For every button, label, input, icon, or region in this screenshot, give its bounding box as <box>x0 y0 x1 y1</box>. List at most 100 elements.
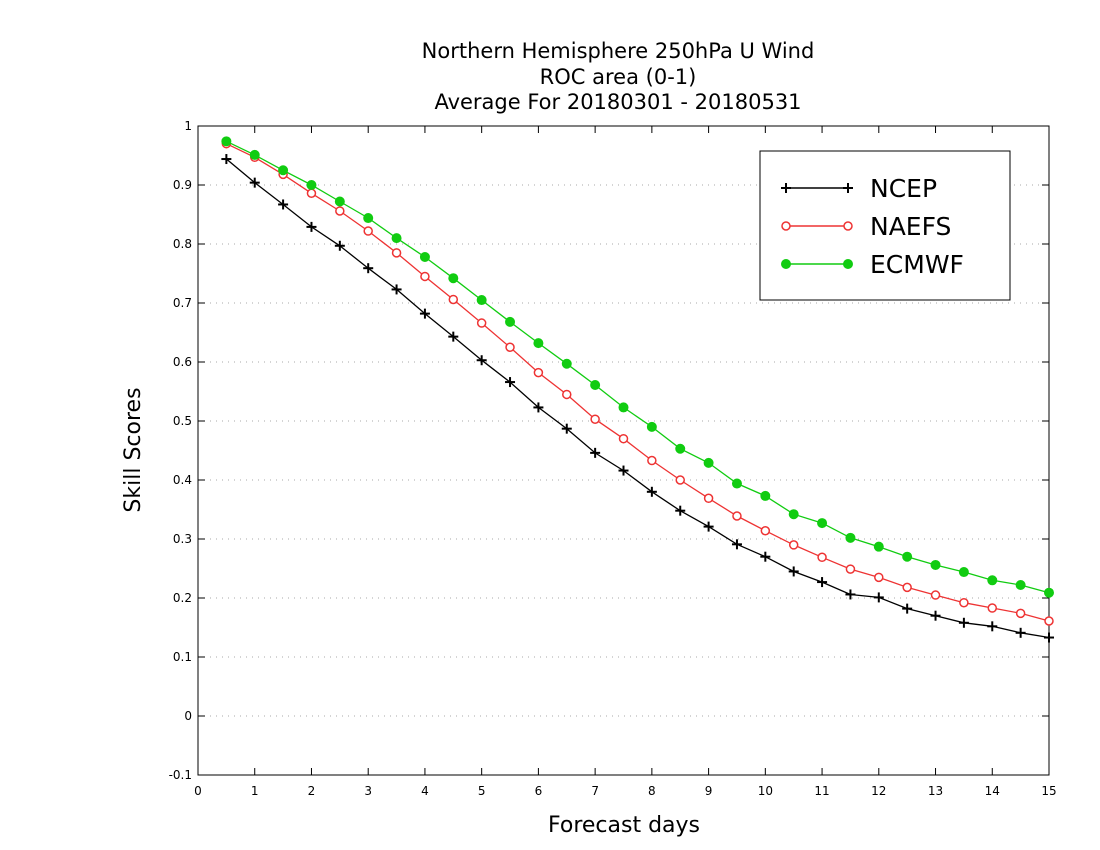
data-point-ncep <box>505 377 516 388</box>
data-point-naefs <box>647 455 657 466</box>
data-point-naefs <box>590 414 600 424</box>
data-point-naefs <box>363 226 373 236</box>
data-point-naefs <box>476 318 487 328</box>
data-point-ecmwf <box>306 180 317 190</box>
data-point-ncep <box>873 592 884 603</box>
data-point-ecmwf <box>788 509 799 520</box>
data-point-ncep <box>334 240 345 251</box>
data-point-ncep <box>675 505 686 516</box>
data-point-ecmwf <box>1044 587 1054 598</box>
y-tick-label: 0.2 <box>173 591 192 605</box>
data-point-naefs <box>788 540 799 550</box>
x-tick-label: 2 <box>308 784 316 798</box>
data-point-ncep <box>731 539 742 550</box>
data-point-ncep <box>590 447 601 458</box>
data-point-naefs <box>874 572 884 583</box>
data-point-ecmwf <box>278 165 289 176</box>
data-point-ncep <box>533 402 544 413</box>
data-point-ecmwf <box>987 575 998 586</box>
data-point-ncep <box>1044 632 1054 643</box>
data-point-ncep <box>1015 627 1026 638</box>
legend: NCEP NAEFS ECMWF <box>759 150 1011 301</box>
data-point-ncep <box>448 331 459 342</box>
data-point-ncep <box>845 589 856 600</box>
data-point-naefs <box>448 294 459 305</box>
series-line-ncep <box>225 158 1050 639</box>
data-point-ecmwf <box>845 532 856 543</box>
data-point-ncep <box>363 263 374 274</box>
data-point-ncep <box>958 617 969 628</box>
data-point-naefs <box>335 206 345 216</box>
data-point-ncep <box>249 177 260 188</box>
data-point-ecmwf <box>958 567 969 578</box>
data-point-ecmwf <box>1015 580 1026 591</box>
data-point-naefs <box>391 248 402 258</box>
data-point-ecmwf <box>476 295 487 306</box>
y-tick-label: 0.6 <box>173 355 192 369</box>
legend-label-naefs: NAEFS <box>870 212 951 241</box>
y-tick-label: 0.8 <box>173 237 192 251</box>
data-point-ncep <box>476 355 487 366</box>
y-tick-label: 0.9 <box>173 178 192 192</box>
legend-item-naefs: NAEFS <box>781 212 951 241</box>
data-point-naefs <box>1015 608 1026 619</box>
data-point-ecmwf <box>902 551 913 562</box>
data-point-ncep <box>703 521 714 532</box>
data-point-ncep <box>391 284 402 295</box>
data-point-naefs <box>1044 616 1054 626</box>
legend-marker-end <box>843 221 853 231</box>
data-point-naefs <box>817 552 827 563</box>
data-point-ncep <box>788 566 799 577</box>
data-point-ncep <box>760 551 771 562</box>
x-tick-label: 10 <box>758 784 773 798</box>
legend-marker-end <box>843 259 853 269</box>
data-point-naefs <box>930 590 941 600</box>
x-tick-label: 0 <box>194 784 202 798</box>
x-tick-label: 7 <box>591 784 599 798</box>
legend-marker-start <box>781 221 791 231</box>
data-point-ecmwf <box>618 402 629 413</box>
data-point-ecmwf <box>731 478 742 489</box>
axes: -0.100.10.20.30.40.50.60.70.80.910 1 2 3 4 5 6… <box>169 119 1057 798</box>
data-point-ecmwf <box>646 421 657 432</box>
y-tick-label: -0.1 <box>169 768 192 782</box>
legend-marker-start <box>781 183 791 193</box>
data-point-ncep <box>646 486 657 497</box>
data-point-naefs <box>618 433 629 444</box>
data-point-ecmwf <box>419 251 430 262</box>
data-point-ecmwf <box>505 316 516 327</box>
y-tick-label: 0.5 <box>173 414 192 428</box>
x-tick-label: 12 <box>871 784 886 798</box>
data-point-naefs <box>505 342 515 352</box>
y-tick-label: 1 <box>184 119 192 133</box>
x-tick-label: 13 <box>928 784 943 798</box>
data-point-ncep <box>221 154 232 165</box>
data-point-ecmwf <box>675 443 686 454</box>
legend-item-ecmwf: ECMWF <box>781 250 964 279</box>
y-axis-title: Skill Scores <box>121 387 146 512</box>
data-point-ncep <box>419 308 430 319</box>
data-point-ecmwf <box>249 149 260 160</box>
data-point-naefs <box>562 389 572 400</box>
data-point-ecmwf <box>448 273 459 284</box>
data-point-naefs <box>420 271 430 282</box>
data-point-ecmwf <box>817 518 828 529</box>
x-axis-title: Forecast days <box>548 813 700 838</box>
x-tick-label: 6 <box>535 784 543 798</box>
data-point-naefs <box>533 367 544 378</box>
plot-frame <box>197 125 1050 776</box>
data-point-ecmwf <box>873 541 884 552</box>
data-point-ncep <box>930 610 941 621</box>
legend-label-ncep: NCEP <box>870 174 937 203</box>
x-tick-label: 1 <box>251 784 259 798</box>
x-tick-label: 4 <box>421 784 429 798</box>
data-point-naefs <box>306 188 317 199</box>
x-tick-label: 5 <box>478 784 486 798</box>
data-point-ecmwf <box>533 338 544 349</box>
series-line-naefs <box>226 143 1050 622</box>
x-tick-label: 15 <box>1041 784 1056 798</box>
data-point-ncep <box>561 423 572 434</box>
legend-marker-end <box>843 183 853 193</box>
title-line-1: Northern Hemisphere 250hPa U Wind <box>422 39 815 63</box>
